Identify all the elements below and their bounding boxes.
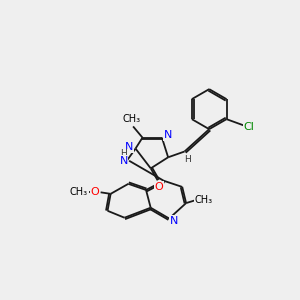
Text: CH₃: CH₃ — [122, 115, 141, 124]
Text: O: O — [91, 187, 100, 197]
Text: CH₃: CH₃ — [195, 195, 213, 205]
Text: H: H — [184, 155, 191, 164]
Text: Cl: Cl — [243, 122, 254, 132]
Text: N: N — [164, 130, 172, 140]
Text: CH₃: CH₃ — [70, 187, 88, 197]
Text: H: H — [120, 149, 127, 158]
Text: N: N — [169, 216, 178, 226]
Text: N: N — [125, 142, 134, 152]
Text: N: N — [119, 156, 128, 166]
Text: O: O — [155, 182, 164, 191]
